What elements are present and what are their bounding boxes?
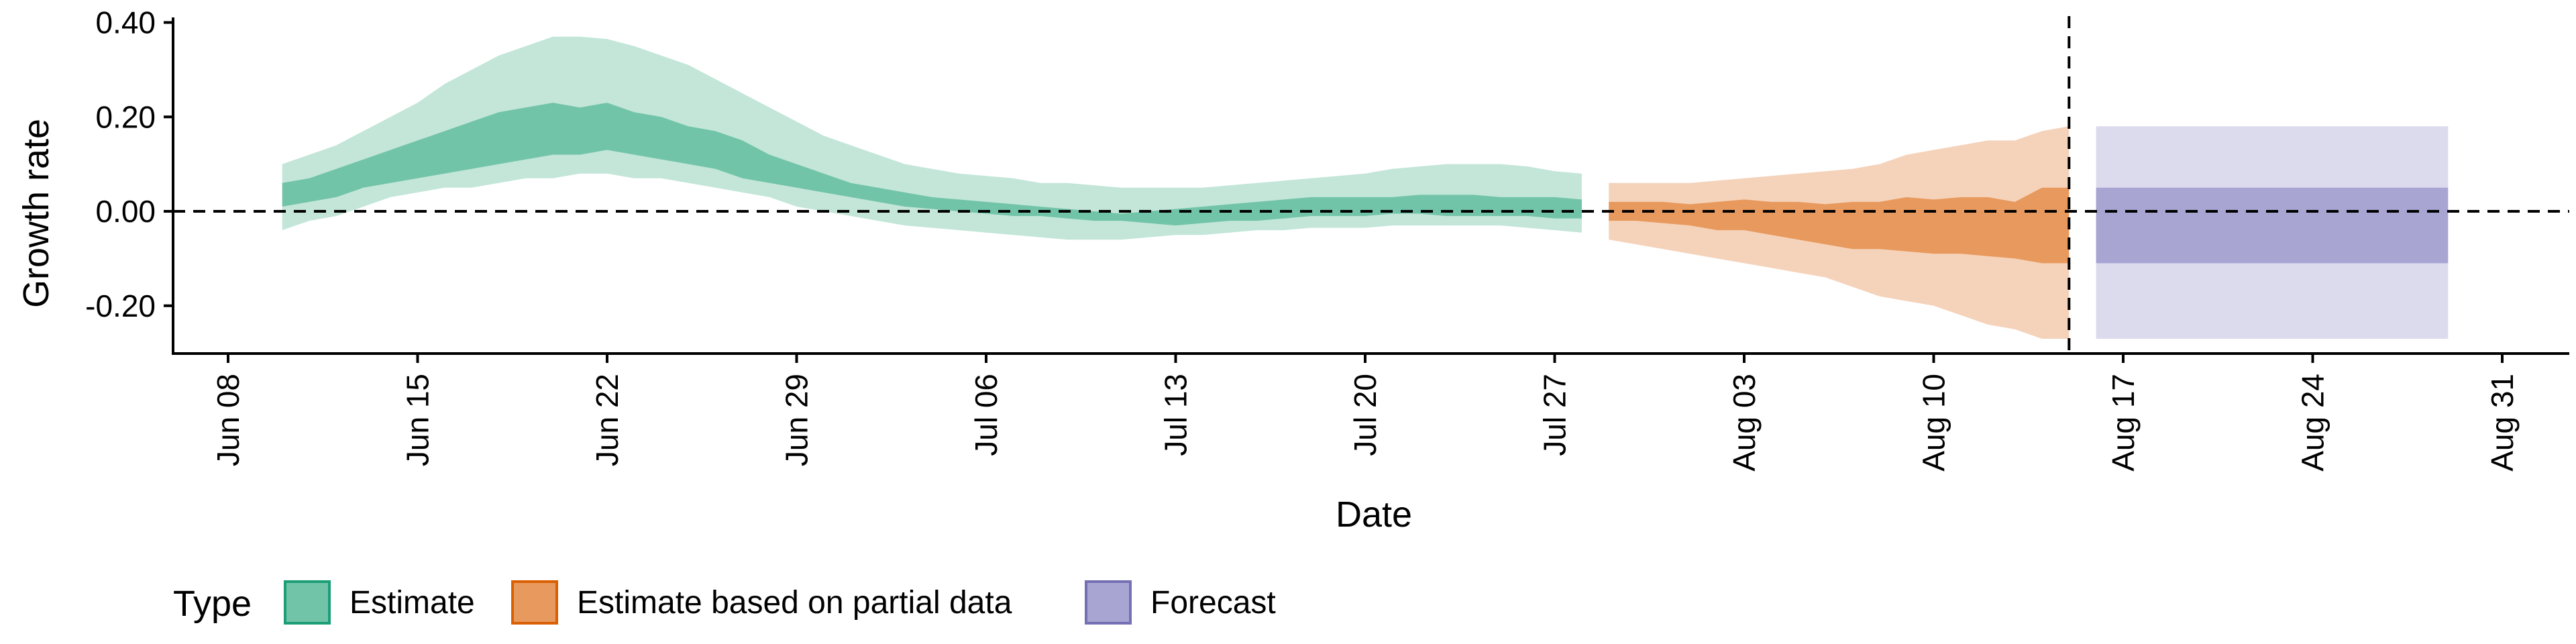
ribbon-layer (282, 36, 2449, 339)
estimate-outer-band (282, 36, 1582, 240)
legend-key-swatch (1085, 580, 1132, 625)
legend-key-swatch (511, 580, 558, 625)
x-tick-label: Jul 06 (969, 374, 1004, 456)
x-tick-label: Jun 08 (211, 374, 246, 466)
estimate-inner-band (282, 103, 1582, 226)
legend-entry-label: Estimate based on partial data (577, 585, 1012, 621)
x-axis-title: Date (1336, 494, 1412, 535)
reference-lines (173, 16, 2569, 354)
x-tick-label: Jun 29 (780, 374, 814, 466)
x-tick-label: Jul 20 (1348, 374, 1383, 456)
legend-entry-label: Forecast (1150, 585, 1276, 621)
forecast-inner-band (2096, 187, 2449, 264)
x-tick-label: Jul 13 (1159, 374, 1193, 456)
y-tick-label: -0.20 (85, 288, 156, 323)
x-tick-label: Aug 03 (1727, 374, 1762, 472)
x-tick-label: Aug 10 (1917, 374, 1951, 472)
x-tick-label: Jun 15 (400, 374, 435, 466)
y-axis-title: Growth rate (16, 119, 56, 308)
legend-key-swatch (284, 580, 331, 625)
x-tick-label: Jun 22 (590, 374, 625, 466)
estimate-based-on-partial-data-inner-band (1609, 187, 2070, 264)
legend-title: Type (173, 584, 252, 624)
y-tick-label: 0.40 (95, 5, 156, 40)
x-tick-label: Aug 31 (2485, 374, 2520, 472)
x-tick-label: Jul 27 (1538, 374, 1572, 456)
tick-labels: 0.40 0.20 0.00 -0.20 Jun 08 Jun 15 Jun 22 Jun 2… (85, 5, 2520, 472)
x-tick-label: Aug 17 (2106, 374, 2141, 472)
y-tick-label: 0.00 (95, 194, 156, 229)
axes (172, 17, 2569, 355)
legend-entry-label: Estimate (350, 585, 475, 621)
y-tick-label: 0.20 (95, 99, 156, 134)
legend: Type Estimate Estimate based on partial d… (173, 580, 1276, 625)
x-tick-label: Aug 24 (2296, 374, 2330, 472)
